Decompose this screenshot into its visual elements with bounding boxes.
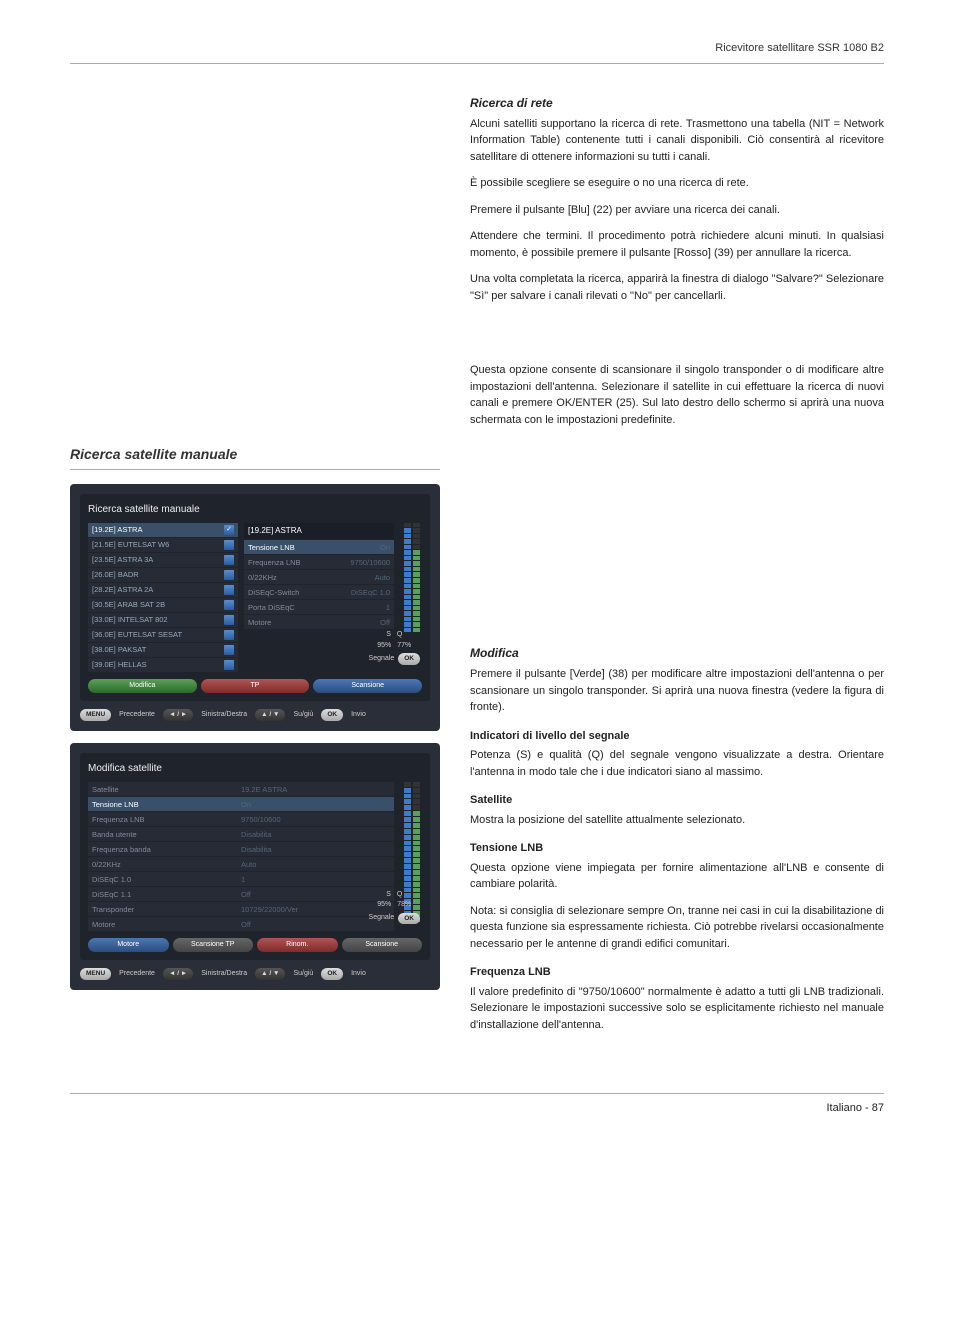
prop-row[interactable]: Frequenza bandaDisabilita [88, 842, 394, 856]
prop-row[interactable]: 0/22KHzAuto [88, 857, 394, 871]
sat-list-item[interactable]: [21.5E] EUTELSAT W6 [88, 538, 238, 552]
ui1-ok-pill[interactable]: OK [398, 653, 420, 665]
manual-search-intro: Questa opzione consente di scansionare i… [470, 362, 884, 428]
section-title-manual: Ricerca satellite manuale [70, 444, 440, 470]
sat-list-item[interactable]: [19.2E] ASTRA [88, 523, 238, 537]
checkbox-icon[interactable] [224, 525, 234, 535]
indicators-title: Indicatori di livello del segnale [470, 728, 884, 745]
ok-button[interactable]: OK [321, 968, 343, 980]
sat-list-item[interactable]: [38.0E] PAKSAT [88, 643, 238, 657]
ui1-btn-scansione[interactable]: Scansione [313, 679, 422, 694]
lr-arrows-icon: ◄ / ► [163, 968, 193, 980]
ui1-signal-readout: S Q 95% 77% Segnale OK [369, 630, 420, 665]
page-header: Ricevitore satellitare SSR 1080 B2 [70, 40, 884, 64]
modifica-title: Modifica [470, 644, 884, 662]
ok-button[interactable]: OK [321, 709, 343, 721]
checkbox-icon[interactable] [224, 540, 234, 550]
sat-list-item[interactable]: [39.0E] HELLAS [88, 658, 238, 672]
prop-row[interactable]: 0/22KHzAuto [244, 570, 394, 584]
prop-row[interactable]: Transponder10729/22000/Ver [88, 902, 394, 916]
paragraph: È possibile scegliere se eseguire o no u… [470, 175, 884, 192]
sat-list-item[interactable]: [33.0E] INTELSAT 802 [88, 613, 238, 627]
prop-row[interactable]: DiSEqC-SwitchDiSEqC 1.0 [244, 585, 394, 599]
ui1-segnale-label: Segnale [369, 654, 395, 665]
menu-button[interactable]: MENU [80, 968, 111, 980]
ui2-props-panel: Satellite19.2E ASTRATensione LNBOnFreque… [88, 782, 394, 932]
prop-row[interactable]: Banda utenteDisabilita [88, 827, 394, 841]
lr-arrows-icon: ◄ / ► [163, 709, 193, 721]
checkbox-icon[interactable] [224, 570, 234, 580]
prop-row[interactable]: Frequenza LNB9750/10600 [88, 812, 394, 826]
paragraph: Nota: si consiglia di selezionare sempre… [470, 903, 884, 953]
sat-list-item[interactable]: [30.5E] ARAB SAT 2B [88, 598, 238, 612]
paragraph: Una volta completata la ricerca, apparir… [470, 271, 884, 304]
prop-row[interactable]: DiSEqC 1.01 [88, 872, 394, 886]
checkbox-icon[interactable] [224, 555, 234, 565]
paragraph: Mostra la posizione del satellite attual… [470, 812, 884, 829]
right-column: Ricerca di rete Alcuni satelliti support… [470, 94, 884, 1044]
checkbox-icon[interactable] [224, 645, 234, 655]
paragraph: Potenza (S) e qualità (Q) del segnale ve… [470, 747, 884, 780]
ui2-btn-motore[interactable]: Motore [88, 938, 169, 953]
paragraph: Il valore predefinito di "9750/10600" no… [470, 984, 884, 1034]
prop-row[interactable]: Frequenza LNB9750/10600 [244, 555, 394, 569]
ui2-signal-readout: S Q 95% 78% Segnale OK [369, 890, 420, 925]
ui2-nav-footer: MENU Precedente ◄ / ► Sinistra/Destra ▲ … [80, 968, 430, 980]
checkbox-icon[interactable] [224, 630, 234, 640]
ui2-btn-scansione[interactable]: Scansione [342, 938, 423, 953]
prop-row[interactable]: Tensione LNBOn [244, 540, 394, 554]
prop-row[interactable]: Satellite19.2E ASTRA [88, 782, 394, 796]
lnb-title: Tensione LNB [470, 840, 884, 857]
freq-title: Frequenza LNB [470, 964, 884, 981]
sat-list-item[interactable]: [28.2E] ASTRA 2A [88, 583, 238, 597]
sat-list-item[interactable]: [23.5E] ASTRA 3A [88, 553, 238, 567]
prop-row[interactable]: Porta DiSEqC1 [244, 600, 394, 614]
paragraph: Questa opzione viene impiegata per forni… [470, 860, 884, 893]
prop-row[interactable]: MotoreOff [88, 917, 394, 931]
ud-arrows-icon: ▲ / ▼ [255, 709, 285, 721]
ui2-title: Modifica satellite [88, 761, 422, 776]
ui1-nav-footer: MENU Precedente ◄ / ► Sinistra/Destra ▲ … [80, 709, 430, 721]
checkbox-icon[interactable] [224, 585, 234, 595]
checkbox-icon[interactable] [224, 600, 234, 610]
ud-arrows-icon: ▲ / ▼ [255, 968, 285, 980]
menu-button[interactable]: MENU [80, 709, 111, 721]
checkbox-icon[interactable] [224, 660, 234, 670]
page-footer: Italiano - 87 [70, 1093, 884, 1117]
paragraph: Alcuni satelliti supportano la ricerca d… [470, 116, 884, 166]
ui1-btn-modifica[interactable]: Modifica [88, 679, 197, 694]
ui2-btn-scansione-tp[interactable]: Scansione TP [173, 938, 254, 953]
ui2-ok-pill[interactable]: OK [398, 913, 420, 925]
satellite-title: Satellite [470, 792, 884, 809]
prop-row[interactable]: DiSEqC 1.1Off [88, 887, 394, 901]
ui-manual-search: Ricerca satellite manuale [19.2E] ASTRA[… [70, 484, 440, 731]
prop-row[interactable]: MotoreOff [244, 615, 394, 629]
ui2-btn-rinom[interactable]: Rinom. [257, 938, 338, 953]
ui1-btn-tp[interactable]: TP [201, 679, 310, 694]
checkbox-icon[interactable] [224, 615, 234, 625]
ui1-sat-list: [19.2E] ASTRA[21.5E] EUTELSAT W6[23.5E] … [88, 523, 238, 673]
paragraph: Premere il pulsante [Blu] (22) per avvia… [470, 202, 884, 219]
ui1-panel-header: [19.2E] ASTRA [244, 523, 394, 539]
ui2-segnale-label: Segnale [369, 913, 395, 924]
left-column: Ricerca satellite manuale Ricerca satell… [70, 94, 440, 1044]
ui-edit-satellite: Modifica satellite Satellite19.2E ASTRAT… [70, 743, 440, 990]
ui1-title: Ricerca satellite manuale [88, 502, 422, 517]
sat-list-item[interactable]: [36.0E] EUTELSAT SESAT [88, 628, 238, 642]
prop-row[interactable]: Tensione LNBOn [88, 797, 394, 811]
net-search-title: Ricerca di rete [470, 94, 884, 112]
paragraph: Premere il pulsante [Verde] (38) per mod… [470, 666, 884, 716]
paragraph: Attendere che termini. Il procedimento p… [470, 228, 884, 261]
sat-list-item[interactable]: [26.0E] BADR [88, 568, 238, 582]
